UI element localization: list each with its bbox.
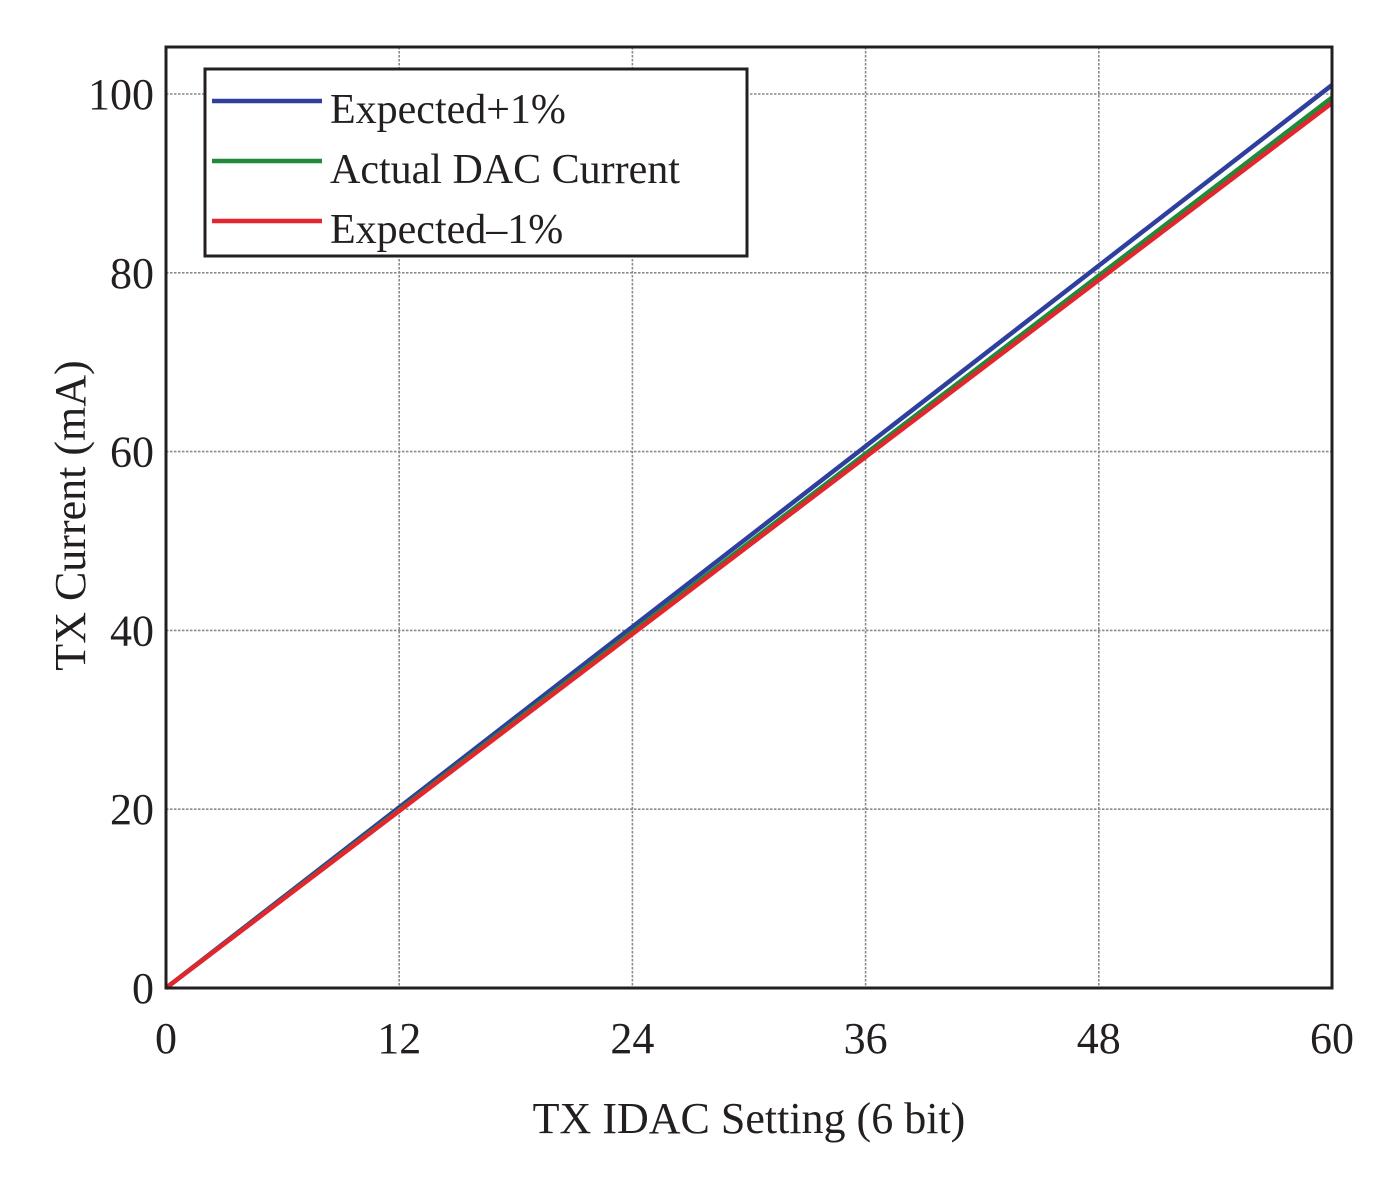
y-tick-label: 40	[110, 606, 154, 655]
plot-frame	[164, 45, 1334, 990]
x-tick-labels: 0 12 24 36 48 60	[155, 1014, 1354, 1063]
legend-label-1: Actual DAC Current	[330, 147, 680, 193]
y-tick-labels: 0 20 40 60 80 100	[88, 70, 154, 1013]
y-tick-label: 60	[110, 428, 154, 477]
legend: Expected+1% Actual DAC Current Expected–1%	[203, 67, 749, 258]
x-tick-label: 0	[155, 1014, 177, 1063]
x-tick-label: 24	[610, 1014, 654, 1063]
x-tick-label: 36	[844, 1014, 888, 1063]
series-line-2	[164, 101, 1334, 990]
y-tick-label: 20	[110, 785, 154, 834]
legend-label-2: Expected–1%	[330, 207, 563, 253]
y-tick-label: 0	[132, 964, 154, 1013]
y-tick-label: 80	[110, 249, 154, 298]
y-axis-label: TX Current (mA)	[46, 360, 95, 670]
x-tick-label: 12	[377, 1014, 421, 1063]
y-tick-label: 100	[88, 70, 154, 119]
x-axis-label: TX IDAC Setting (6 bit)	[533, 1094, 966, 1143]
x-tick-label: 48	[1077, 1014, 1121, 1063]
series-lines	[164, 83, 1334, 990]
x-tick-label: 60	[1310, 1014, 1354, 1063]
legend-label-0: Expected+1%	[330, 87, 566, 133]
